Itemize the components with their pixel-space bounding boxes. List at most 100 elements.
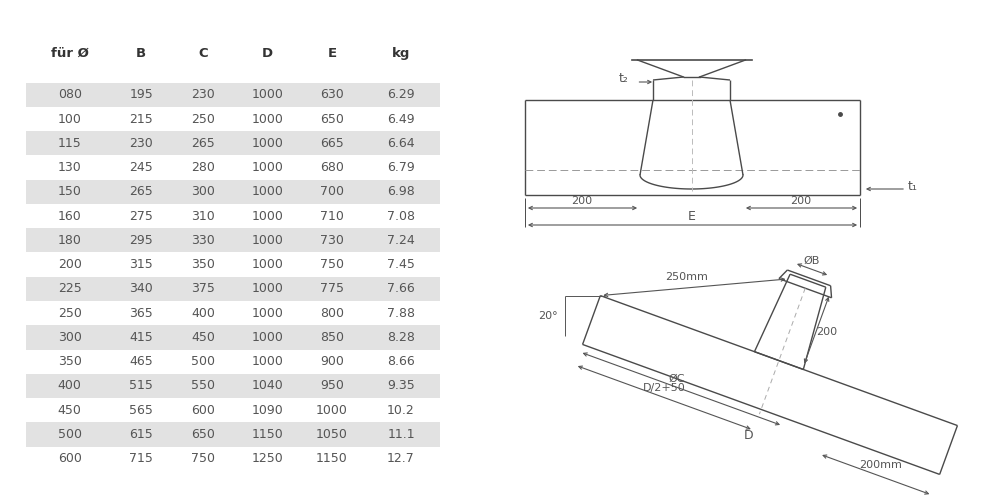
Text: 750: 750 — [191, 452, 215, 465]
Text: 200: 200 — [816, 327, 837, 337]
Bar — [26, 325, 440, 349]
Text: 6.29: 6.29 — [387, 88, 415, 102]
Text: 1000: 1000 — [252, 112, 284, 126]
Text: 750: 750 — [320, 258, 344, 271]
Text: 800: 800 — [320, 306, 344, 320]
Text: 250: 250 — [191, 112, 215, 126]
Text: ØB: ØB — [804, 256, 820, 266]
Text: 265: 265 — [191, 137, 215, 150]
Text: 200mm: 200mm — [859, 460, 902, 469]
Text: 500: 500 — [191, 355, 215, 368]
Text: 300: 300 — [191, 186, 215, 198]
Text: 1050: 1050 — [316, 428, 348, 441]
Text: t₂: t₂ — [619, 72, 628, 85]
Text: 700: 700 — [320, 186, 344, 198]
Text: 1000: 1000 — [252, 282, 284, 296]
Text: 6.49: 6.49 — [387, 112, 415, 126]
Text: 200: 200 — [58, 258, 82, 271]
Text: 160: 160 — [58, 210, 82, 222]
Text: 7.45: 7.45 — [387, 258, 415, 271]
Text: 680: 680 — [320, 161, 344, 174]
Text: 11.1: 11.1 — [387, 428, 415, 441]
Text: 225: 225 — [58, 282, 82, 296]
Text: 8.66: 8.66 — [387, 355, 415, 368]
Text: 1000: 1000 — [316, 404, 348, 416]
Text: 350: 350 — [191, 258, 215, 271]
Text: 200: 200 — [571, 196, 593, 206]
Text: 300: 300 — [58, 331, 82, 344]
Text: 1090: 1090 — [252, 404, 283, 416]
Text: 6.98: 6.98 — [387, 186, 415, 198]
Text: 7.08: 7.08 — [387, 210, 415, 222]
Text: 850: 850 — [320, 331, 344, 344]
Text: 1150: 1150 — [316, 452, 348, 465]
Text: 665: 665 — [320, 137, 344, 150]
Text: 215: 215 — [129, 112, 153, 126]
Text: 600: 600 — [191, 404, 215, 416]
Bar — [26, 277, 440, 301]
Text: 1000: 1000 — [252, 161, 284, 174]
Text: ØC: ØC — [668, 374, 685, 384]
Text: E: E — [688, 210, 696, 224]
Text: 130: 130 — [58, 161, 82, 174]
Text: D: D — [743, 428, 753, 442]
Text: 550: 550 — [191, 380, 215, 392]
Text: 650: 650 — [320, 112, 344, 126]
Text: 200: 200 — [790, 196, 812, 206]
Text: 245: 245 — [129, 161, 153, 174]
Text: 650: 650 — [191, 428, 215, 441]
Bar — [26, 82, 440, 107]
Text: für Ø: für Ø — [51, 47, 89, 60]
Bar — [26, 131, 440, 156]
Text: E: E — [327, 47, 337, 60]
Text: 310: 310 — [191, 210, 215, 222]
Text: 500: 500 — [58, 428, 82, 441]
Text: 450: 450 — [58, 404, 82, 416]
Text: 7.24: 7.24 — [387, 234, 415, 247]
Text: kg: kg — [392, 47, 410, 60]
Text: 10.2: 10.2 — [387, 404, 415, 416]
Text: 730: 730 — [320, 234, 344, 247]
Text: 330: 330 — [191, 234, 215, 247]
Text: 20°: 20° — [539, 310, 558, 320]
Text: 8.28: 8.28 — [387, 331, 415, 344]
Text: 250: 250 — [58, 306, 82, 320]
Text: 275: 275 — [129, 210, 153, 222]
Text: 400: 400 — [191, 306, 215, 320]
Text: 630: 630 — [320, 88, 344, 102]
Text: 565: 565 — [129, 404, 153, 416]
Text: 180: 180 — [58, 234, 82, 247]
Text: 150: 150 — [58, 186, 82, 198]
Text: 415: 415 — [129, 331, 153, 344]
Text: 195: 195 — [129, 88, 153, 102]
Text: 12.7: 12.7 — [387, 452, 415, 465]
Bar — [26, 422, 440, 446]
Text: D: D — [262, 47, 273, 60]
Bar — [26, 180, 440, 204]
Text: 080: 080 — [58, 88, 82, 102]
Text: 1000: 1000 — [252, 331, 284, 344]
Text: 1150: 1150 — [252, 428, 283, 441]
Text: 1000: 1000 — [252, 355, 284, 368]
Text: 6.64: 6.64 — [387, 137, 415, 150]
Text: 7.88: 7.88 — [387, 306, 415, 320]
Text: 280: 280 — [191, 161, 215, 174]
Text: 115: 115 — [58, 137, 82, 150]
Text: 1000: 1000 — [252, 137, 284, 150]
Text: C: C — [198, 47, 208, 60]
Text: 950: 950 — [320, 380, 344, 392]
Text: 1000: 1000 — [252, 186, 284, 198]
Text: 1000: 1000 — [252, 258, 284, 271]
Text: 1000: 1000 — [252, 234, 284, 247]
Text: 900: 900 — [320, 355, 344, 368]
Text: 230: 230 — [129, 137, 153, 150]
Text: 9.35: 9.35 — [387, 380, 415, 392]
Text: 250mm: 250mm — [665, 272, 708, 282]
Text: D/2+50: D/2+50 — [643, 382, 686, 392]
Bar — [26, 374, 440, 398]
Text: t₁: t₁ — [908, 180, 918, 194]
Text: 6.79: 6.79 — [387, 161, 415, 174]
Text: 265: 265 — [129, 186, 153, 198]
Text: 450: 450 — [191, 331, 215, 344]
Text: 710: 710 — [320, 210, 344, 222]
